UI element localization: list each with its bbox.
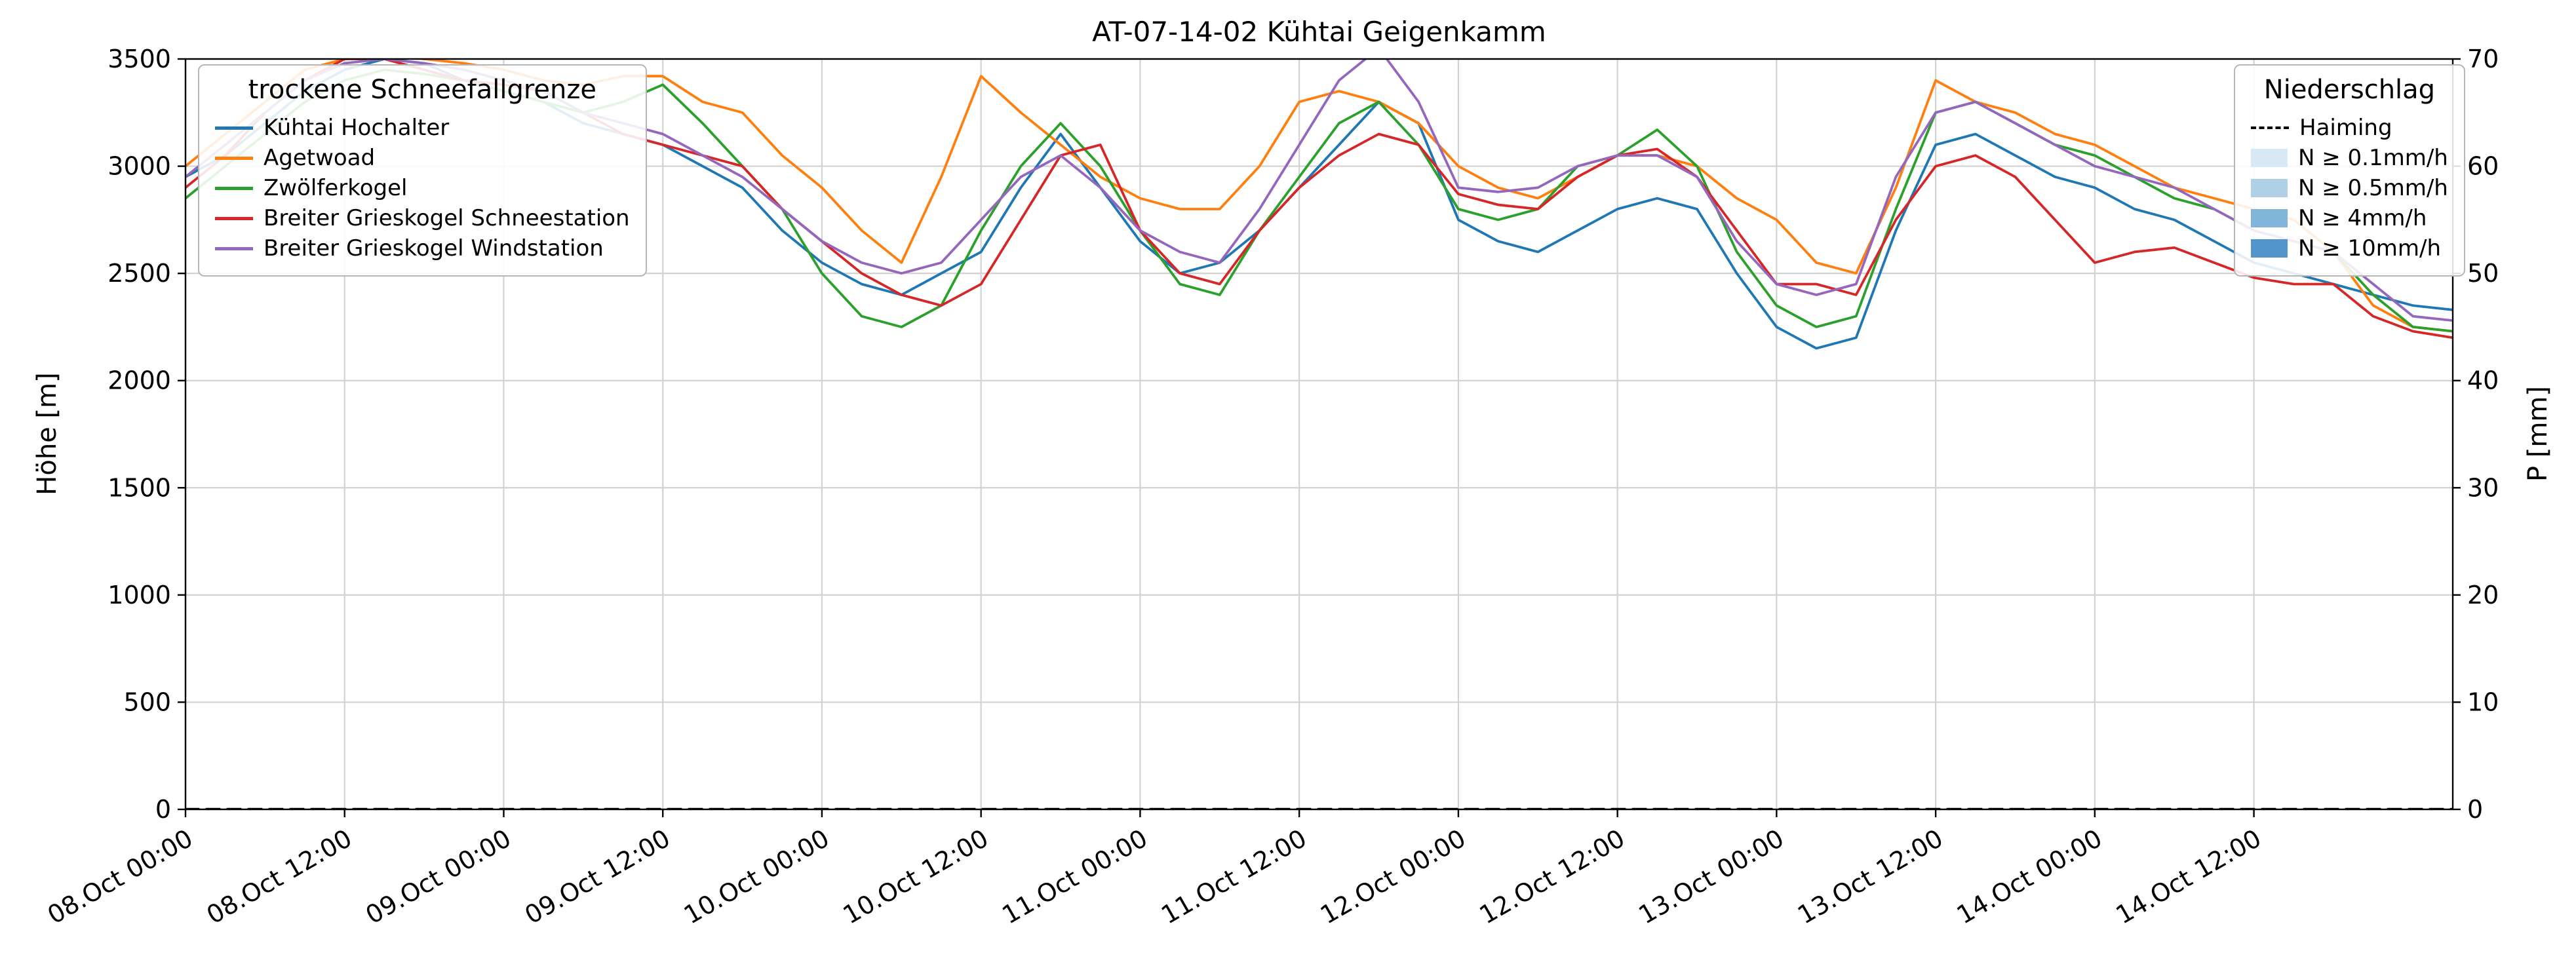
svg-text:0: 0 [2467,795,2483,824]
precip-patch-icon [2251,149,2288,167]
svg-text:2000: 2000 [107,366,171,395]
chart-title: AT-07-14-02 Kühtai Geigenkamm [1092,16,1546,48]
legend-snowline: trockene Schneefallgrenze Kühtai Hochalt… [198,64,647,277]
precip-patch-icon [2251,179,2288,197]
precip-patch-icon [2251,209,2288,227]
legend-item-zwoelferkogel: Zwölferkogel [215,173,630,203]
legend-item-label: Breiter Grieskogel Windstation [263,235,604,261]
svg-text:2500: 2500 [107,259,171,288]
legend-item-kuehtai-hochalter: Kühtai Hochalter [215,113,630,143]
legend-item-precip-4: N ≥ 4mm/h [2251,203,2448,233]
line-swatch-icon [215,246,253,250]
plot-border [184,58,2454,811]
svg-text:60: 60 [2467,152,2499,181]
legend-item-agetwoad: Agetwoad [215,143,630,173]
legend-item-label: Breiter Grieskogel Schneestation [263,205,630,231]
svg-text:40: 40 [2467,366,2499,395]
line-swatch-icon [215,156,253,160]
legend-item-precip-10: N ≥ 10mm/h [2251,233,2448,263]
legend-precipitation-title: Niederschlag [2263,75,2436,105]
legend-item-label: N ≥ 0.5mm/h [2298,175,2448,201]
svg-text:30: 30 [2467,473,2499,502]
legend-item-label: Zwölferkogel [263,175,408,201]
svg-text:20: 20 [2467,581,2499,609]
legend-item-precip-05: N ≥ 0.5mm/h [2251,173,2448,203]
legend-snowline-title: trockene Schneefallgrenze [248,75,596,105]
svg-text:1000: 1000 [107,581,171,609]
line-swatch-icon [215,216,253,220]
precip-patch-icon [2251,239,2288,258]
dashed-line-swatch-icon [2251,126,2289,129]
line-swatch-icon [215,186,253,190]
svg-text:1500: 1500 [107,473,171,502]
svg-text:70: 70 [2467,45,2499,73]
svg-text:50: 50 [2467,259,2499,288]
legend-item-grieskogel-schneestation: Breiter Grieskogel Schneestation [215,203,630,233]
svg-text:3500: 3500 [107,45,171,73]
line-swatch-icon [215,126,253,130]
legend-item-label: Agetwoad [263,145,376,171]
svg-text:10: 10 [2467,687,2499,716]
legend-item-label: N ≥ 0.1mm/h [2298,145,2448,171]
legend-item-label: Kühtai Hochalter [263,115,450,141]
legend-item-label: N ≥ 10mm/h [2298,235,2442,261]
legend-precipitation: Niederschlag Haiming N ≥ 0.1mm/h N ≥ 0.5… [2234,64,2465,277]
svg-text:3000: 3000 [107,152,171,181]
legend-item-grieskogel-windstation: Breiter Grieskogel Windstation [215,233,630,263]
legend-item-label: Haiming [2299,115,2392,141]
y-axis-label-right: P [mm] [2523,386,2553,482]
legend-item-label: N ≥ 4mm/h [2298,205,2427,231]
legend-item-precip-01: N ≥ 0.1mm/h [2251,143,2448,173]
legend-item-haiming: Haiming [2251,113,2448,143]
svg-text:0: 0 [155,795,171,824]
svg-text:500: 500 [123,687,171,716]
y-axis-label-left: Höhe [m] [32,372,62,495]
